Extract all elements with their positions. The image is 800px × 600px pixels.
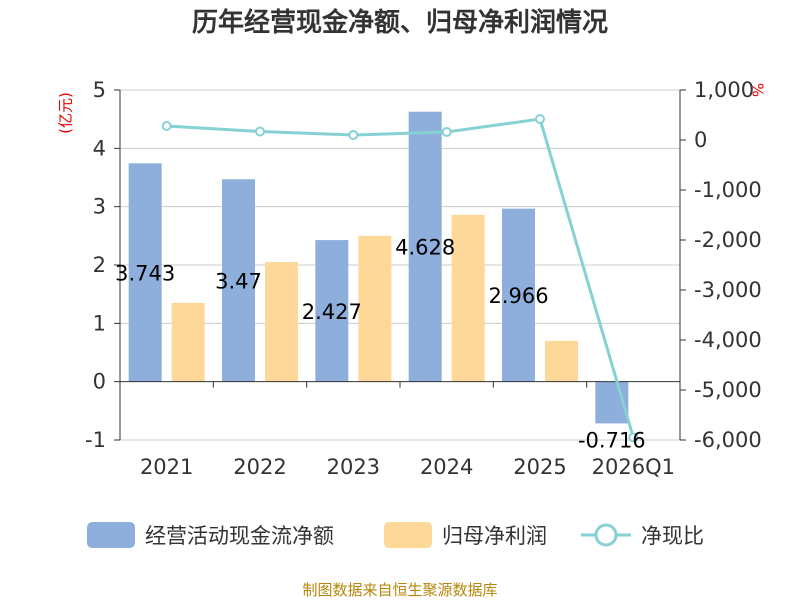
legend-swatch-net-profit [384, 522, 432, 548]
point-ratio [535, 114, 545, 124]
chart-title: 历年经营现金净额、归母净利润情况 [192, 7, 608, 38]
left-tick-label: 4 [93, 136, 106, 160]
x-tick-label: 2025 [513, 455, 566, 479]
right-tick-label: -4,000 [694, 328, 762, 352]
x-axis-ticks: 2021 2022 2023 2024 2025 2026Q1 [119, 381, 681, 479]
right-tick-label: 0 [694, 128, 707, 152]
right-tick-label: -3,000 [694, 278, 762, 302]
bar-net-profit [171, 302, 205, 382]
left-tick-label: 5 [93, 78, 106, 102]
point-ratio [441, 127, 452, 137]
data-label-cash-flow: -0.716 [578, 428, 646, 452]
left-axis-ticks: -1 0 1 2 3 4 5 [85, 78, 120, 452]
left-tick-label: 2 [93, 253, 106, 277]
right-axis-unit: % [749, 83, 767, 97]
bar-net-profit [265, 262, 298, 382]
data-label-cash-flow: 2.427 [302, 300, 362, 324]
right-tick-label: -5,000 [694, 378, 762, 402]
legend-label-net-profit: 归母净利润 [442, 524, 547, 548]
source-note: 制图数据来自恒生聚源数据库 [302, 581, 497, 599]
data-labels: 3.743 3.47 2.427 4.628 2.966 -0.716 [115, 236, 646, 453]
legend-marker-ratio [594, 523, 618, 547]
data-label-cash-flow: 4.628 [395, 236, 455, 260]
left-tick-label: 0 [93, 370, 106, 394]
right-tick-label: 1,000 [694, 78, 754, 102]
bar-cash-flow [222, 179, 255, 382]
point-ratio [161, 121, 172, 131]
right-axis-ticks: -6,000 -5,000 -4,000 -3,000 -2,000 -1,000 0 1,0… [680, 78, 762, 452]
grid-lines [120, 89, 680, 441]
bar-net-profit [358, 235, 392, 382]
line-series [161, 114, 639, 443]
data-label-cash-flow: 3.743 [115, 261, 175, 285]
bar-net-profit [545, 340, 578, 382]
left-tick-label: 1 [93, 311, 106, 335]
x-tick-label: 2026Q1 [592, 455, 675, 479]
x-tick-label: 2021 [140, 455, 193, 479]
legend-label-cash-flow: 经营活动现金流净额 [145, 524, 334, 548]
bar-cash-flow [502, 208, 535, 382]
x-tick-label: 2023 [327, 455, 380, 479]
point-ratio [255, 126, 265, 137]
right-tick-label: -6,000 [694, 428, 762, 452]
point-ratio [348, 130, 359, 140]
left-tick-label: 3 [93, 195, 106, 219]
legend: 经营活动现金流净额 归母净利润 净现比 [87, 522, 704, 548]
x-tick-label: 2022 [233, 455, 286, 479]
bar-net-profit [451, 214, 485, 382]
right-tick-label: -1,000 [694, 178, 762, 202]
bar-series [128, 111, 629, 424]
x-tick-label: 2024 [420, 455, 473, 479]
data-label-cash-flow: 3.47 [215, 269, 262, 293]
right-tick-label: -2,000 [694, 228, 762, 252]
left-tick-label: -1 [85, 428, 106, 452]
data-label-cash-flow: 2.966 [488, 284, 548, 308]
legend-swatch-cash-flow [87, 522, 135, 548]
line-ratio [166, 117, 635, 438]
bar-cash-flow [315, 240, 349, 382]
legend-label-ratio: 净现比 [641, 524, 704, 548]
bar-cash-flow [408, 111, 442, 382]
left-axis-unit: (亿元) [57, 92, 75, 134]
point-ratio [628, 432, 639, 443]
bar-cash-flow [128, 163, 162, 382]
